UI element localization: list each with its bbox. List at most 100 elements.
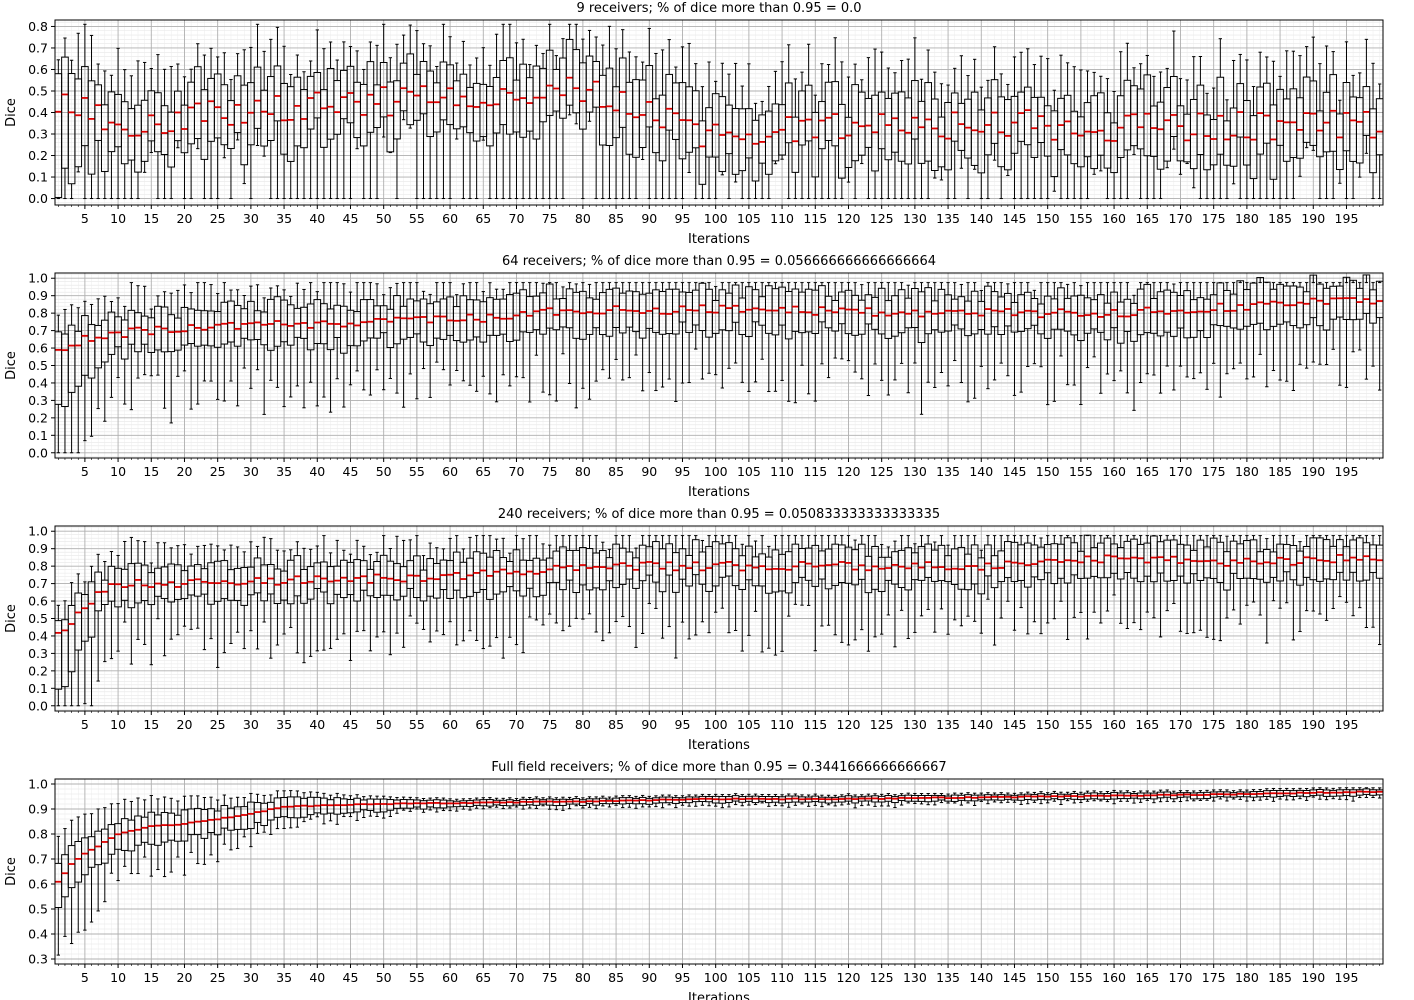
box-iteration-176 (1216, 38, 1225, 200)
x-tick-label: 115 (803, 464, 827, 479)
x-tick-label: 165 (1135, 717, 1159, 732)
box-iteration-53 (399, 34, 408, 121)
x-tick-label: 85 (608, 717, 624, 732)
x-tick-label: 195 (1335, 464, 1359, 479)
box-iteration-158 (1096, 282, 1105, 394)
box-iteration-146 (1017, 51, 1025, 200)
x-tick-label: 20 (177, 211, 193, 226)
y-tick-label: 0.7 (28, 576, 48, 591)
box-iteration-90 (645, 27, 654, 200)
x-tick-label: 85 (608, 211, 624, 226)
box-iteration-42 (326, 552, 335, 649)
y-tick-label: 0.4 (28, 375, 48, 390)
chart-panel-2: 0.0 0.1 0.2 0.3 0.4 0.5 0.6 0.7 0.8 0.9 1.0 5 10 15 20… (4, 254, 1384, 500)
box-iteration-104 (738, 282, 747, 383)
box-iteration-41 (320, 48, 328, 200)
box-iteration-23 (200, 544, 209, 651)
x-tick-label: 15 (143, 464, 159, 479)
x-tick-label: 115 (803, 211, 827, 226)
x-tick-label: 105 (737, 211, 761, 226)
box-iteration-112 (791, 78, 800, 200)
box-iteration-98 (698, 86, 707, 200)
x-tick-label: 145 (1003, 717, 1027, 732)
box-iteration-36 (286, 295, 295, 398)
box-iteration-100 (711, 286, 720, 376)
box-iteration-37 (293, 282, 302, 387)
box-iteration-82 (592, 36, 600, 200)
x-tick-label: 195 (1335, 211, 1359, 226)
x-tick-label: 155 (1069, 717, 1093, 732)
box-iteration-49 (373, 283, 381, 371)
x-tick-label: 100 (704, 464, 728, 479)
x-tick-label: 95 (675, 211, 691, 226)
box-iteration-20 (180, 76, 189, 200)
x-tick-label: 190 (1301, 211, 1325, 226)
x-tick-label: 60 (442, 211, 458, 226)
box-iteration-106 (751, 282, 760, 383)
x-tick-label: 100 (704, 717, 728, 732)
y-tick-label: 0.0 (28, 191, 48, 206)
x-tick-label: 20 (177, 464, 193, 479)
box-iteration-148 (1030, 289, 1039, 365)
x-tick-label: 30 (243, 464, 259, 479)
y-tick-label: 0.4 (28, 105, 48, 120)
box-iteration-95 (678, 282, 687, 384)
y-tick-label: 0.4 (28, 628, 48, 643)
box-iteration-54 (406, 282, 415, 375)
x-tick-label: 140 (969, 717, 993, 732)
box-iteration-167 (1156, 282, 1165, 394)
box-iteration-145 (1010, 282, 1019, 396)
x-tick-label: 110 (770, 717, 794, 732)
x-tick-label: 65 (475, 211, 491, 226)
x-tick-label: 100 (704, 211, 728, 226)
y-tick-label: 0.7 (28, 40, 48, 55)
box-iteration-127 (891, 282, 899, 381)
x-tick-label: 90 (641, 211, 657, 226)
x-tick-label: 180 (1235, 717, 1259, 732)
x-tick-label: 160 (1102, 211, 1126, 226)
x-tick-label: 40 (309, 211, 325, 226)
box-iteration-112 (791, 282, 800, 404)
x-tick-label: 5 (81, 464, 89, 479)
box-iteration-50 (379, 535, 388, 633)
box-iteration-177 (1223, 99, 1231, 200)
x-tick-label: 145 (1003, 464, 1027, 479)
x-tick-label: 135 (936, 464, 960, 479)
box-iteration-192 (1322, 45, 1331, 200)
x-tick-label: 175 (1202, 717, 1226, 732)
x-tick-label: 65 (475, 464, 491, 479)
x-tick-label: 125 (870, 211, 894, 226)
x-tick-label: 150 (1036, 717, 1060, 732)
box-iteration-63 (466, 64, 474, 200)
x-tick-label: 140 (969, 211, 993, 226)
x-tick-label: 95 (675, 464, 691, 479)
x-axis-label: Iterations (688, 485, 750, 500)
y-tick-label: 0.2 (28, 148, 48, 163)
x-tick-label: 25 (210, 464, 226, 479)
box-iteration-188 (1296, 282, 1304, 365)
y-tick-label: 0.5 (28, 83, 48, 98)
box-iteration-145 (1010, 56, 1019, 200)
box-iteration-113 (798, 71, 806, 200)
box-iteration-38 (300, 547, 308, 664)
x-tick-label: 170 (1169, 464, 1193, 479)
x-tick-label: 185 (1268, 211, 1292, 226)
box-iteration-143 (997, 73, 1006, 200)
chart-title: 64 receivers; % of dice more than 0.95 =… (502, 254, 936, 269)
x-tick-label: 110 (770, 464, 794, 479)
x-tick-label: 80 (575, 717, 591, 732)
box-iteration-69 (506, 282, 514, 387)
x-tick-label: 50 (376, 211, 392, 226)
x-tick-label: 50 (376, 464, 392, 479)
box-iteration-31 (253, 284, 262, 371)
x-tick-label: 5 (81, 211, 89, 226)
box-iteration-162 (1123, 282, 1132, 394)
x-tick-label: 50 (376, 717, 392, 732)
x-tick-label: 15 (143, 211, 159, 226)
y-tick-label: 0.0 (28, 698, 48, 713)
box-iteration-84 (605, 282, 614, 379)
x-tick-label: 185 (1268, 464, 1292, 479)
box-iteration-67 (492, 288, 501, 403)
y-tick-label: 0.6 (28, 594, 48, 609)
y-tick-label: 0.7 (28, 323, 48, 338)
